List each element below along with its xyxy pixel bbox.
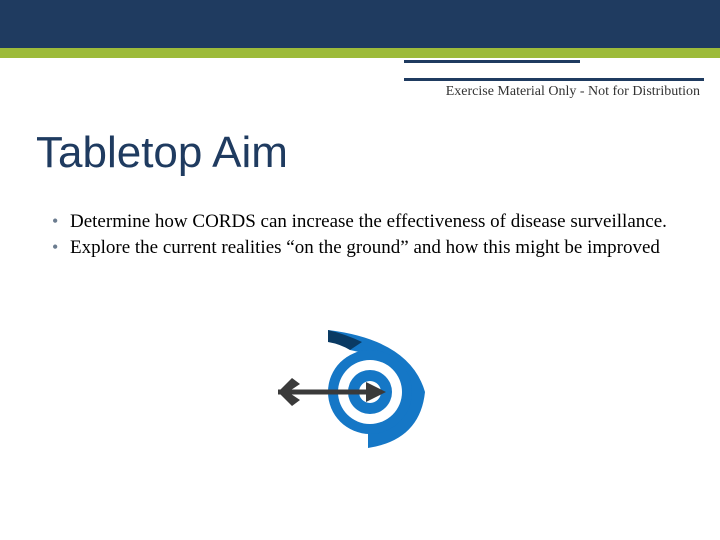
- target-arrow-graphic: [270, 320, 450, 460]
- target-arrow-icon: [270, 320, 450, 460]
- bullet-item: Determine how CORDS can increase the eff…: [48, 210, 668, 234]
- accent-line-long: [404, 78, 704, 81]
- accent-line-short: [404, 60, 580, 63]
- bullet-list: Determine how CORDS can increase the eff…: [48, 210, 668, 262]
- bullet-item: Explore the current realities “on the gr…: [48, 236, 668, 260]
- header-band: [0, 0, 720, 48]
- bullet-text: Determine how CORDS can increase the eff…: [70, 211, 667, 232]
- disclaimer-text: Exercise Material Only - Not for Distrib…: [0, 84, 700, 100]
- bullet-text: Explore the current realities “on the gr…: [70, 237, 660, 258]
- header-green-band: [0, 48, 720, 58]
- slide-title: Tabletop Aim: [36, 128, 288, 178]
- slide: Exercise Material Only - Not for Distrib…: [0, 0, 720, 540]
